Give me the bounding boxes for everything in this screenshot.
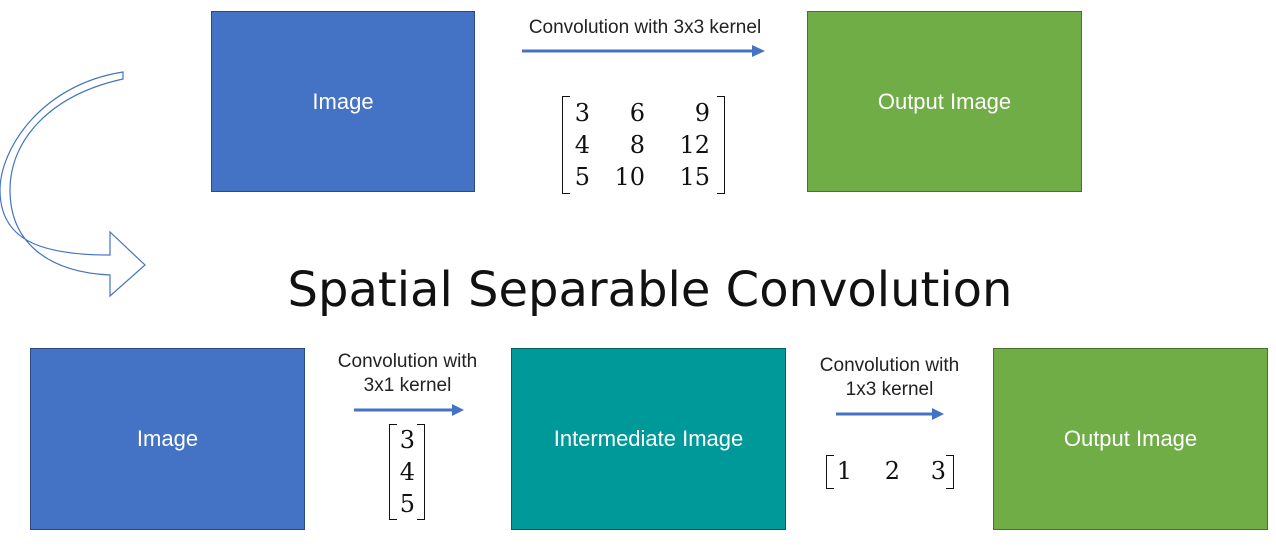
top-kernel-cell: 9 <box>694 99 710 127</box>
top-conv-arrowhead-icon <box>752 45 765 57</box>
intermediate-image-box: Intermediate Image <box>511 348 786 530</box>
top-kernel-matrix: 3 6 9 4 8 12 5 10 15 <box>562 96 725 194</box>
bottom-kernel-row-left-bracket <box>826 455 834 489</box>
bottom-kernel-col-cell: 4 <box>399 458 415 486</box>
bottom-kernel-row-cell: 2 <box>884 457 900 485</box>
bottom-op1-label-line2: 3x1 kernel <box>363 375 452 396</box>
bottom-conv1-arrowhead-icon <box>452 404 464 416</box>
top-kernel-cell: 4 <box>574 131 590 159</box>
bottom-kernel-row-matrix: 1 2 3 <box>826 455 954 489</box>
top-kernel-cell: 8 <box>629 131 645 159</box>
bottom-kernel-row-cell: 3 <box>930 457 946 485</box>
bottom-conv2-arrowhead-icon <box>932 408 944 420</box>
bottom-output-label: Output Image <box>1063 426 1198 451</box>
bottom-image-box: Image <box>30 348 305 530</box>
bottom-kernel-col-left-bracket <box>389 424 397 520</box>
bottom-op2-label-line1: Convolution with <box>819 355 960 376</box>
bottom-kernel-col-matrix: 3 4 5 <box>389 424 425 520</box>
bottom-op2-label: Convolution with 1x3 kernel <box>792 354 987 402</box>
top-output-label: Output Image <box>877 88 1012 114</box>
bottom-op2-label-line2: 1x3 kernel <box>845 379 934 400</box>
top-op-label: Convolution with 3x3 kernel <box>528 17 762 38</box>
top-kernel-cell: 3 <box>574 99 590 127</box>
bottom-op1-label-line1: Convolution with <box>337 351 478 372</box>
top-kernel-cell: 6 <box>629 99 645 127</box>
top-image-label: Image <box>312 88 374 114</box>
top-kernel-grid: 3 6 9 4 8 12 5 10 15 <box>562 97 710 193</box>
bottom-output-box: Output Image <box>993 348 1268 530</box>
top-kernel-cell: 12 <box>679 131 710 159</box>
bottom-kernel-row-cell: 1 <box>836 457 852 485</box>
diagram-title: Spatial Separable Convolution <box>287 262 1013 318</box>
top-kernel-right-bracket <box>717 96 725 194</box>
bottom-kernel-col-cell: 3 <box>399 426 415 454</box>
top-output-box: Output Image <box>807 11 1082 192</box>
bottom-kernel-row-grid: 1 2 3 <box>826 455 946 487</box>
bottom-kernel-col-grid: 3 4 5 <box>389 424 415 520</box>
bottom-image-label: Image <box>136 426 199 451</box>
bottom-op1-label: Convolution with 3x1 kernel <box>310 350 505 398</box>
top-kernel-cell: 10 <box>614 163 645 191</box>
top-kernel-cell: 5 <box>574 163 590 191</box>
intermediate-image-label: Intermediate Image <box>553 426 744 451</box>
top-kernel-cell: 15 <box>679 163 710 191</box>
bottom-kernel-col-cell: 5 <box>399 490 415 518</box>
top-image-box: Image <box>211 11 475 192</box>
curved-arrow-icon <box>0 71 146 298</box>
bottom-kernel-row-right-bracket <box>946 455 954 489</box>
top-kernel-left-bracket <box>562 96 570 194</box>
bottom-kernel-col-right-bracket <box>417 424 425 520</box>
